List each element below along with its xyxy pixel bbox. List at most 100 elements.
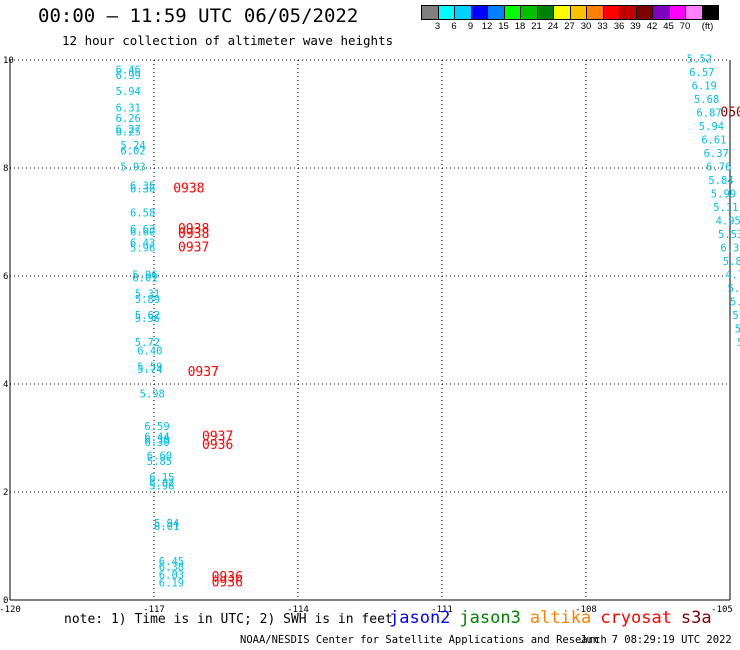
- wave-height-value: 5.59: [137, 362, 162, 374]
- map-grid: [9, 59, 731, 601]
- wave-height-value: 6.01: [154, 521, 179, 533]
- wave-height-value: 6.03: [159, 569, 184, 581]
- satellite-legend-altika: altika: [529, 608, 592, 628]
- colorbar-label: 21: [531, 21, 542, 32]
- pass-time-label: 0938: [178, 227, 209, 242]
- satellite-legend-cryosat: cryosat: [600, 608, 672, 628]
- pass-time-label: 0503: [720, 106, 740, 121]
- pass-time-label: 0938: [173, 181, 204, 196]
- wave-height-value: 6.02: [120, 146, 145, 158]
- wave-height-value: 6.63: [130, 224, 155, 236]
- page-title: 00:00 – 11:59 UTC 06/05/2022: [38, 5, 359, 27]
- wave-height-colorbar: [421, 5, 719, 20]
- satellite-legend-jason2: jason2: [389, 608, 451, 628]
- colorbar-label: 12: [481, 21, 493, 32]
- colorbar-label: 27: [564, 21, 575, 32]
- wave-height-value: 6.40: [137, 345, 162, 357]
- wave-height-value: 6.60: [147, 451, 172, 463]
- lat-tick-label: 0: [3, 596, 8, 606]
- page-subtitle: 12 hour collection of altimeter wave hei…: [62, 33, 394, 48]
- wave-height-value: 5.85: [723, 256, 740, 268]
- wave-height-value: 6.19: [159, 578, 184, 590]
- wave-height-value: 5.31: [135, 289, 160, 301]
- wave-height-value: 6.30: [144, 434, 169, 446]
- credit-text: NOAA/NESDIS Center for Satellite Applica…: [240, 634, 607, 646]
- lat-tick-label: 4: [3, 380, 8, 390]
- colorbar-label: 24: [547, 21, 559, 32]
- pass-time-label: 0937: [202, 430, 233, 445]
- pass-time-label: 0936: [202, 438, 233, 453]
- wave-height-value: 6.36: [130, 183, 155, 195]
- wave-height-value: 5.62: [135, 310, 160, 322]
- wave-height-value: 5.96: [132, 270, 157, 282]
- wave-height-value: 6.45: [159, 556, 184, 568]
- wave-height-value: 6.44: [144, 432, 169, 444]
- wave-height-value: 5.98: [149, 480, 174, 492]
- lat-tick-label: 2: [3, 488, 8, 498]
- wave-height-value: 6.25: [116, 127, 141, 139]
- wave-height-value: 5.98: [140, 389, 165, 401]
- wave-height-value: 5.11: [713, 202, 738, 214]
- wave-height-value: 5.24: [120, 140, 145, 152]
- wave-height-value: 6.01: [132, 272, 157, 284]
- lon-tick-label: -117: [143, 605, 165, 615]
- wave-height-value: 5.52: [687, 54, 712, 66]
- wave-height-value: 6.57: [689, 67, 714, 79]
- lon-tick-label: -114: [287, 605, 309, 615]
- wave-height-value: 5.67: [728, 283, 740, 295]
- colorbar-label: 9: [467, 21, 474, 32]
- wave-height-value: 5.94: [154, 518, 179, 530]
- lat-tick-label: 8: [3, 164, 8, 174]
- wave-height-value: 4.71: [725, 270, 740, 282]
- axis-tick-labels: -120 -117 -114 -111 -108 -105 0 2 4 6 8 10: [0, 56, 733, 615]
- lon-tick-label: -105: [711, 605, 733, 615]
- wave-height-value: 6.37: [720, 243, 740, 255]
- colorbar-label: 18: [514, 21, 526, 32]
- wave-height-value: 6.30: [144, 437, 169, 449]
- wave-height-value: 6.43: [130, 237, 155, 249]
- lat-tick-label: 10: [3, 56, 14, 66]
- colorbar-label: 36: [613, 21, 625, 32]
- colorbar-swatch: [701, 5, 719, 20]
- wave-height-value: 6.27: [116, 124, 141, 136]
- wave-height-value: 6.76: [706, 162, 731, 174]
- wave-height-value: 6.61: [701, 135, 726, 147]
- colorbar-label: 42: [646, 21, 658, 32]
- wave-height-value: 5.85: [147, 456, 172, 468]
- wave-height-value: 6.46: [116, 65, 141, 77]
- colorbar-label: 15: [498, 21, 509, 32]
- wave-height-value: 6.26: [116, 113, 141, 125]
- wave-height-value: 5.99: [711, 189, 736, 201]
- pass-time-label: 0936: [212, 570, 243, 585]
- generated-timestamp: Jun 7 08:29:19 UTC 2022: [580, 634, 732, 646]
- wave-height-value: 6.37: [704, 148, 729, 160]
- wave-height-value: 6.87: [696, 108, 721, 120]
- satellite-legend-jason3: jason3: [459, 608, 521, 628]
- pass-time-label: 0936: [212, 576, 243, 591]
- wave-height-value: 6.19: [692, 81, 717, 93]
- wave-height-value: 6.58: [130, 208, 155, 220]
- footer-note: note: 1) Time is in UTC; 2) SWH is in fe…: [64, 612, 393, 627]
- pass-time-label: 0938: [178, 222, 209, 237]
- wave-height-labels: 6.466.995.946.316.266.276.255.246.025.93…: [116, 54, 740, 590]
- wave-height-value: 6.60: [130, 227, 155, 239]
- colorbar-label: 6: [451, 21, 457, 32]
- colorbar-label: 3: [434, 21, 441, 32]
- lon-tick-label: -120: [0, 605, 21, 615]
- satellite-legend: jason2 jason3 altika cryosat s3a: [389, 608, 721, 628]
- colorbar-label: 30: [580, 21, 592, 32]
- wave-height-value: 5.38: [732, 310, 740, 322]
- colorbar-label: 39: [630, 21, 641, 32]
- wave-height-value: 6.35: [130, 181, 155, 193]
- wave-height-value: 5.01: [735, 324, 740, 336]
- wave-height-value: 4.95: [716, 216, 740, 228]
- wave-height-value: 5.68: [694, 94, 719, 106]
- lon-tick-label: -108: [575, 605, 597, 615]
- wave-height-value: 5.06: [737, 337, 740, 349]
- wave-height-value: 5.21: [730, 297, 740, 309]
- colorbar-label: (ft): [701, 21, 714, 32]
- wave-height-value: 5.74: [137, 364, 162, 376]
- wave-height-value: 5.96: [130, 243, 155, 255]
- colorbar-label: 70: [679, 21, 691, 32]
